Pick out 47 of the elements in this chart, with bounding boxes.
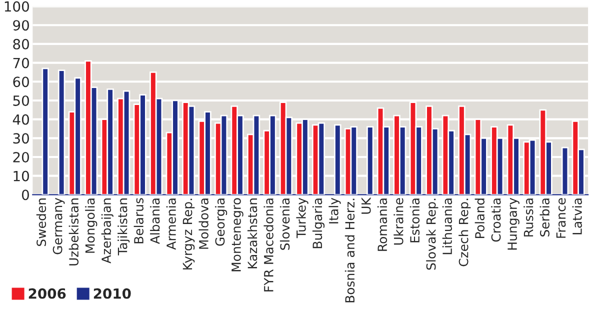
y-tick-label: 10	[14, 170, 29, 182]
y-tick-label: 0	[22, 190, 29, 200]
x-tick-label: Czech Rep.	[458, 198, 471, 266]
x-tick-label: Azerbaijan	[101, 198, 114, 264]
x-tick-label: Hungary	[508, 198, 520, 250]
y-tick-label: 70	[13, 58, 29, 68]
y-tick-label: 50	[13, 95, 29, 106]
y-tick-label: 90	[13, 20, 29, 31]
y-tick-label: 80	[13, 38, 29, 50]
x-tick-label: Tajikistan	[118, 198, 130, 256]
x-tick-label: Georgia	[215, 198, 228, 246]
x-tick-label: Kyrgyz Rep.	[182, 198, 195, 270]
x-tick-label: Ukraine	[394, 198, 404, 245]
x-tick-label: Lithuania	[442, 198, 452, 254]
x-tick-label: France	[556, 198, 566, 238]
x-tick-label: Russia	[524, 198, 534, 236]
x-tick-label: Romania	[377, 198, 388, 251]
x-tick-label: Sweden	[36, 198, 46, 246]
y-tick-label: 30	[13, 133, 29, 144]
legend-label: 2010	[94, 288, 131, 299]
x-tick-label: Belarus	[134, 198, 144, 244]
x-tick-label: Bulgaria	[312, 198, 325, 248]
x-tick-label: Uzbekistan	[68, 198, 79, 266]
x-tick-label: Slovak Rep.	[426, 198, 438, 270]
x-tick-label: Germany	[52, 198, 65, 254]
x-tick-label: Poland	[474, 198, 485, 238]
y-tick-label: 40	[12, 114, 29, 125]
x-tick-label: Armenia	[166, 198, 176, 250]
x-tick-label: Latvia	[572, 198, 582, 234]
x-tick-label: Moldova	[198, 198, 208, 249]
legend-label: 2006	[28, 288, 66, 299]
x-tick-label: Bosnia and Herz.	[344, 198, 355, 302]
x-tick-label: FYR Macedonia	[264, 198, 274, 292]
y-tick-label: 60	[13, 76, 29, 88]
x-tick-label: Mongolia	[85, 198, 98, 253]
x-tick-label: Montenegro	[232, 198, 244, 272]
y-tick-label: 20	[13, 152, 29, 162]
x-tick-label: Slovenia	[280, 198, 290, 250]
x-tick-label: Turkey	[296, 198, 308, 238]
x-tick-label: Serbia	[540, 198, 550, 236]
x-tick-label: Albania	[150, 198, 160, 244]
x-tick-label: Croatia	[491, 198, 501, 242]
y-tick-label: 100	[4, 1, 29, 12]
x-tick-label: Italy	[328, 198, 341, 224]
x-tick-label: Kazakhstan	[247, 198, 258, 268]
x-tick-label: Estonia	[410, 198, 420, 242]
x-tick-label: UK	[362, 197, 371, 214]
